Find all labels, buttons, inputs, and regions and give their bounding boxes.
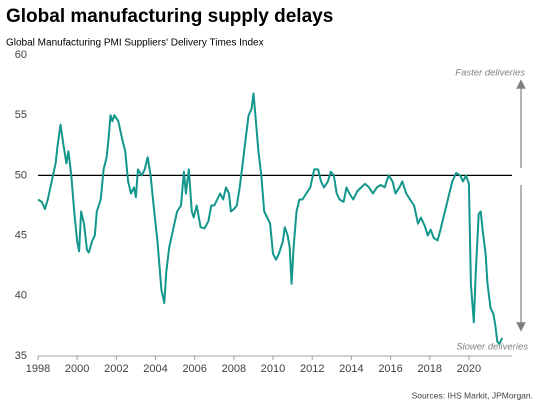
- x-tick-label: 1998: [26, 363, 50, 375]
- annotation: Faster deliveries: [455, 68, 525, 79]
- x-tick-label: 2008: [222, 363, 246, 375]
- x-tick-label: 2006: [182, 363, 206, 375]
- x-tick-label: 2020: [457, 363, 481, 375]
- x-tick-label: 2010: [261, 363, 285, 375]
- x-tick-label: 2016: [378, 363, 402, 375]
- x-tick-label: 2004: [143, 363, 167, 375]
- y-tick-label: 35: [15, 350, 27, 362]
- chart-title: Global manufacturing supply delays: [6, 6, 333, 27]
- y-tick-label: 40: [15, 290, 27, 302]
- series-line: [37, 92, 504, 345]
- y-tick-label: 45: [15, 230, 27, 242]
- y-tick-label: 50: [15, 169, 27, 181]
- y-tick-label: 55: [15, 109, 27, 121]
- x-tick-label: 2018: [417, 363, 441, 375]
- x-tick-label: 2002: [104, 363, 128, 375]
- chart-subtitle: Global Manufacturing PMI Suppliers' Deli…: [6, 38, 264, 49]
- x-tick-label: 2012: [300, 363, 324, 375]
- annotation: Slower deliveries: [456, 342, 528, 353]
- x-tick-label: 2014: [339, 363, 363, 375]
- x-tick-label: 2000: [65, 363, 89, 375]
- y-tick-label: 60: [15, 49, 27, 61]
- source: Sources: IHS Markit, JPMorgan.: [412, 390, 533, 400]
